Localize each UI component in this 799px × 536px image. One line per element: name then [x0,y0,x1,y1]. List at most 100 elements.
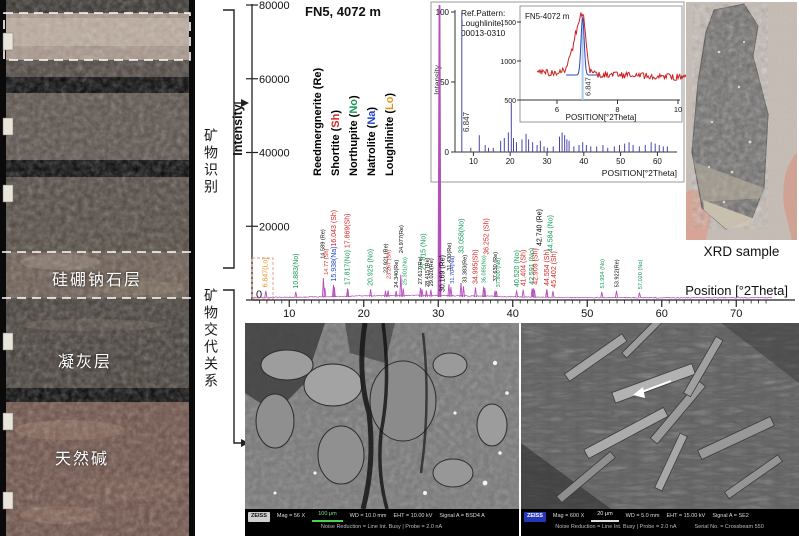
svg-text:42.740 (Re): 42.740 (Re) [537,209,544,246]
svg-text:10: 10 [469,157,478,166]
label-mineral-identification: 矿物识别 [203,128,219,196]
svg-text:6.847(Lo): 6.847(Lo) [262,257,269,287]
xrd-sample-caption: XRD sample [703,244,780,259]
core-label-tuff-bed: 凝灰层 [58,354,113,371]
mineral-legend: Reedmergnerite (Re) Shortite (Sh) Northupi… [312,67,396,176]
svg-text:44.584 (No): 44.584 (No) [548,215,555,252]
svg-text:25.301(No): 25.301(No) [402,257,408,285]
svg-text:10.883(No): 10.883(No) [293,253,300,288]
svg-text:30: 30 [543,157,552,166]
annotation-column: 矿物识别 矿物交代关系 [193,0,249,536]
sem-left-status-bar: ZEISS Mag = 56 X 100 μm WD = 10.0 mm EHT… [245,509,519,536]
svg-text:15.938(Na)16.043 (Sh): 15.938(Na)16.043 (Sh) [331,210,338,282]
sem-right-annotation-arrow [633,380,672,398]
sem-right-graphic [521,313,799,509]
sem-right-scale-bar: 20 μm [591,511,619,522]
sem-right-noise: Noise Reduction = Line Int. Busy | Probe… [555,523,677,530]
sem-right-status-row2: Noise Reduction = Line Int. Busy | Probe… [521,522,799,531]
svg-text:1500: 1500 [500,20,516,27]
svg-text:14.589 (Re): 14.589 (Re) [320,229,326,259]
svg-text:41.404 (Sh): 41.404 (Sh) [521,250,528,287]
bracket-graphics [223,9,249,447]
svg-text:60: 60 [653,157,662,166]
svg-text:40: 40 [507,308,519,320]
svg-text:8: 8 [615,105,619,114]
svg-text:60000: 60000 [259,74,290,86]
svg-text:37.630 (Re): 37.630 (Re) [493,252,499,282]
svg-text:Intensity: Intensity [231,104,245,155]
core-label-searlesite-bed: 硅硼钠石层 [52,272,143,289]
svg-text:20: 20 [358,308,370,320]
svg-text:10: 10 [674,105,682,114]
svg-text:14.77 (Sh): 14.77 (Sh) [324,249,330,275]
svg-text:50: 50 [616,157,625,166]
zeiss-logo: ZEISS [524,512,546,522]
svg-text:80000: 80000 [259,0,290,12]
svg-text:30: 30 [432,308,444,320]
xrd-trace [251,4,773,299]
rock-specimen-graphic [686,2,797,240]
svg-text:6: 6 [555,105,559,114]
sem-left-status-row1: ZEISS Mag = 56 X 100 μm WD = 10.0 mm EHT… [245,509,519,522]
svg-text:33.383(Re): 33.383(Re) [463,255,469,283]
svg-text:31.704(Na): 31.704(Na) [450,256,456,284]
sem-right-status-row1: ZEISS Mag = 600 X 20 μm WD = 5.0 mm EHT … [521,509,799,522]
svg-text:22.921 (Re): 22.921 (Re) [383,243,389,273]
svg-text:Intensity: Intensity [433,65,442,95]
sem-right-status-bar: ZEISS Mag = 600 X 20 μm WD = 5.0 mm EHT … [521,509,799,536]
svg-text:00013-0310: 00013-0310 [461,28,506,38]
xrd-chart-panel: 20000 40000 60000 80000 0 10 20 30 40 50 60 70 FN5, … [225,0,799,322]
svg-text:29.020(Re): 29.020(Re) [429,258,435,286]
sem-left-wd: WD = 10.0 mm [349,513,387,519]
sem-left-graphic [245,322,519,510]
bracket-bottom-line [223,289,241,444]
svg-text:31.430(Re): 31.430(Re) [447,243,453,271]
svg-text:45.402 (Sh): 45.402 (Sh) [551,251,558,288]
sem-right-mag: Mag = 600 X [552,513,585,519]
sem-right-eht: EHT = 15.00 kV [666,513,706,519]
svg-text:6.847: 6.847 [584,77,593,96]
svg-text:Loughlinite (Lo): Loughlinite (Lo) [384,93,396,176]
svg-text:36.252 (Sh): 36.252 (Sh) [484,218,491,255]
svg-text:36.085(No): 36.085(No) [482,255,488,283]
svg-text:Natrolite (Na): Natrolite (Na) [366,107,378,176]
sem-right-wd: WD = 5.0 mm [625,513,660,519]
label-mineral-replacement: 矿物交代关系 [203,288,219,390]
svg-text:20.925 (No): 20.925 (No) [368,249,375,286]
sem-left-eht: EHT = 10.00 kV [393,513,433,519]
svg-text:40000: 40000 [259,148,290,160]
svg-text:42.591 (No): 42.591 (No) [529,248,536,285]
core-photo-column: 硅硼钠石层 凝灰层 天然碱 [0,0,195,536]
fitted-peak-inset: 500 1000 1500 6 8 10 POSITION[°2Theta] FN5-4072… [500,5,688,123]
svg-text:53.922(Re): 53.922(Re) [615,259,621,287]
svg-text:0: 0 [445,148,450,157]
svg-text:POSITION[°2Theta]: POSITION[°2Theta] [566,113,637,122]
svg-text:Shortite (Sh): Shortite (Sh) [330,110,342,176]
peak-labels: 6.847(Lo) 10.883(No) 14.589 (Re)14.77 (Sh)… [262,209,643,292]
svg-text:1000: 1000 [500,59,516,66]
svg-text:27.617(Re): 27.617(Re) [418,256,424,284]
bracket-top-arrowhead [241,99,249,107]
svg-text:Loughlinite,: Loughlinite, [461,18,503,28]
sem-left-mag: Mag = 56 X [276,513,306,519]
svg-text:Position [°2Theta]: Position [°2Theta] [685,283,788,298]
core-photo-graphic [0,0,195,536]
svg-text:42.909 (Sh): 42.909 (Sh) [533,248,540,285]
svg-text:Ref.Pattern:: Ref.Pattern: [461,8,505,18]
svg-text:33.058(No): 33.058(No) [458,219,465,254]
svg-text:24.977(Re): 24.977(Re) [399,225,405,253]
svg-text:6.847: 6.847 [462,111,471,132]
svg-text:51.954 (No): 51.954 (No) [600,259,606,289]
svg-text:500: 500 [504,98,516,105]
sem-image-right: ZEISS Mag = 600 X 20 μm WD = 5.0 mm EHT … [521,313,799,536]
svg-text:28.415 (Re): 28.415 (Re) [425,257,431,287]
zeiss-logo: ZEISS [248,512,270,522]
svg-text:0: 0 [256,289,262,301]
svg-text:40.520 (No): 40.520 (No) [514,250,521,287]
sem-right-signal: Signal A = SE2 [712,513,749,519]
sem-left-noise: Noise Reduction = Line Int. Busy | Probe… [320,523,443,530]
svg-text:70: 70 [730,308,742,320]
